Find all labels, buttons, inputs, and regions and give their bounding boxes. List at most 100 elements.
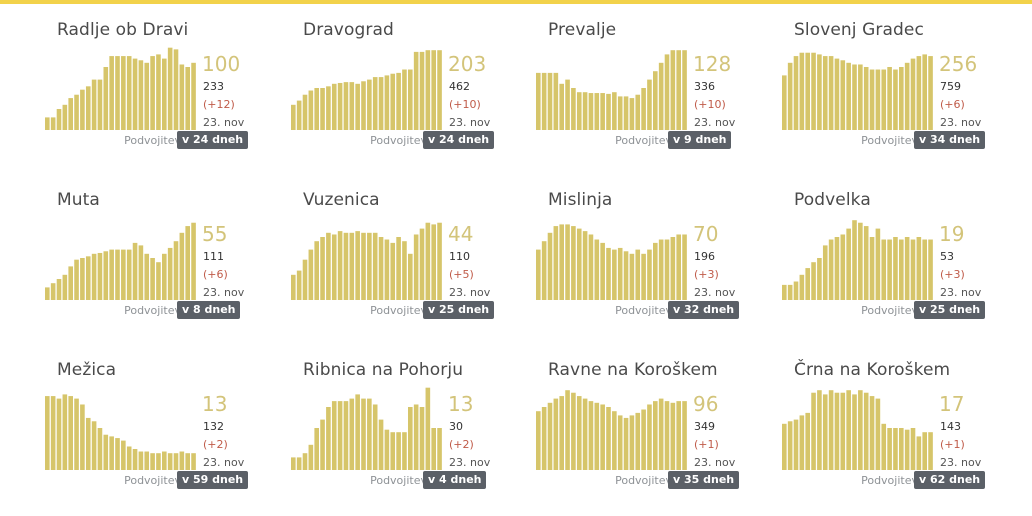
bar (68, 98, 73, 130)
bar (419, 407, 425, 470)
bar (553, 72, 559, 130)
bar (834, 237, 840, 300)
bar (623, 251, 629, 300)
card-slovenj-gradec[interactable]: Slovenj Gradec 256 759 (+6) 23. nov Podv… (782, 16, 986, 176)
date-label: 23. nov (694, 286, 736, 299)
doubling-badge: v 24 dneh (177, 131, 249, 149)
bar (173, 453, 179, 470)
card-mislinja[interactable]: Mislinja 70 196 (+3) 23. nov Podvojitev … (536, 186, 740, 346)
bar (390, 242, 396, 300)
bar (799, 52, 805, 130)
date-label: 23. nov (694, 456, 736, 469)
bar (576, 396, 582, 470)
bar (413, 234, 419, 300)
bar (834, 58, 840, 130)
bar (121, 440, 126, 470)
bar (308, 444, 314, 470)
bar (50, 117, 56, 130)
bar-chart (291, 50, 442, 130)
bar (676, 234, 681, 300)
bar (343, 82, 349, 130)
bar (899, 428, 904, 470)
card-vuzenica[interactable]: Vuzenica 44 110 (+5) 23. nov Podvojitev … (291, 186, 495, 346)
total-cases-value: 53 (940, 250, 954, 263)
bar (571, 226, 576, 300)
doubling-badge: v 24 dneh (423, 131, 495, 149)
card-mezica[interactable]: Mežica 13 132 (+2) 23. nov Podvojitev v … (45, 356, 249, 516)
bar (138, 245, 144, 300)
doubling-badge: v 62 dneh (914, 471, 986, 489)
bar (805, 412, 810, 470)
card-muta[interactable]: Muta 55 111 (+6) 23. nov Podvojitev v 8 … (45, 186, 245, 346)
doubling-label: Podvojitev (615, 304, 672, 317)
bar (553, 226, 559, 300)
bar (817, 54, 822, 130)
bar (881, 423, 887, 470)
bar (600, 404, 605, 470)
card-title: Muta (57, 190, 100, 210)
bar (840, 392, 846, 470)
total-cases-value: 349 (694, 420, 715, 433)
card-title: Mislinja (548, 190, 613, 210)
bar (191, 453, 196, 470)
bar (910, 428, 916, 470)
bar (331, 401, 337, 470)
daily-change-value: (+3) (694, 268, 719, 281)
bar (799, 274, 805, 300)
bar (541, 407, 547, 470)
total-cases-value: 336 (694, 80, 715, 93)
card-ribnica-na-pohorju[interactable]: Ribnica na Pohorju 13 30 (+2) 23. nov Po… (291, 356, 491, 516)
bar (68, 396, 73, 470)
bar (109, 249, 114, 300)
bar (419, 51, 425, 130)
daily-change-value: (+10) (694, 98, 726, 111)
bar (822, 245, 828, 300)
bar (302, 259, 308, 300)
bar (881, 69, 887, 130)
bar (97, 79, 103, 130)
bar (629, 253, 635, 300)
bar (547, 232, 553, 300)
doubling-badge: v 59 dneh (177, 471, 249, 489)
bar (425, 50, 431, 130)
bar (396, 432, 401, 470)
bar (384, 239, 390, 300)
bar (899, 67, 904, 130)
doubling-badge: v 34 dneh (914, 131, 986, 149)
card-prevalje[interactable]: Prevalje 128 336 (+10) 23. nov Podvojite… (536, 16, 736, 176)
bar (875, 228, 881, 300)
bar (45, 396, 50, 470)
card-title: Ravne na Koroškem (548, 360, 718, 380)
card-podvelka[interactable]: Podvelka 19 53 (+3) 23. nov Podvojitev v… (782, 186, 986, 346)
bar (291, 274, 296, 300)
bar (367, 232, 372, 300)
bar (74, 398, 79, 470)
bar (132, 58, 138, 130)
bar (144, 62, 150, 130)
card-ravne-na-koroskem[interactable]: Ravne na Koroškem 96 349 (+1) 23. nov Po… (536, 356, 740, 516)
card-crna-na-koroskem[interactable]: Črna na Koroškem 17 143 (+1) 23. nov Pod… (782, 356, 986, 516)
bar (91, 421, 97, 470)
bar-chart (291, 387, 442, 470)
bar (904, 62, 910, 130)
bar (80, 258, 85, 300)
bar (629, 415, 635, 470)
bar (635, 412, 641, 470)
card-title: Dravograd (303, 20, 394, 40)
bar (121, 56, 126, 130)
bar (115, 56, 120, 130)
bar (787, 62, 793, 130)
bar (869, 396, 875, 470)
card-dravograd[interactable]: Dravograd 203 462 (+10) 23. nov Podvojit… (291, 16, 495, 176)
bar (863, 67, 869, 130)
top-accent-line (0, 0, 1032, 4)
bar (308, 90, 314, 130)
card-radlje-ob-dravi[interactable]: Radlje ob Dravi 100 233 (+12) 23. nov Po… (45, 16, 249, 176)
bar (179, 232, 185, 300)
bar (62, 104, 68, 130)
bar (582, 231, 588, 300)
bar (576, 228, 582, 300)
bar-chart (782, 390, 933, 470)
bar (308, 249, 314, 300)
municipality-grid: Radlje ob Dravi 100 233 (+12) 23. nov Po… (45, 16, 986, 489)
